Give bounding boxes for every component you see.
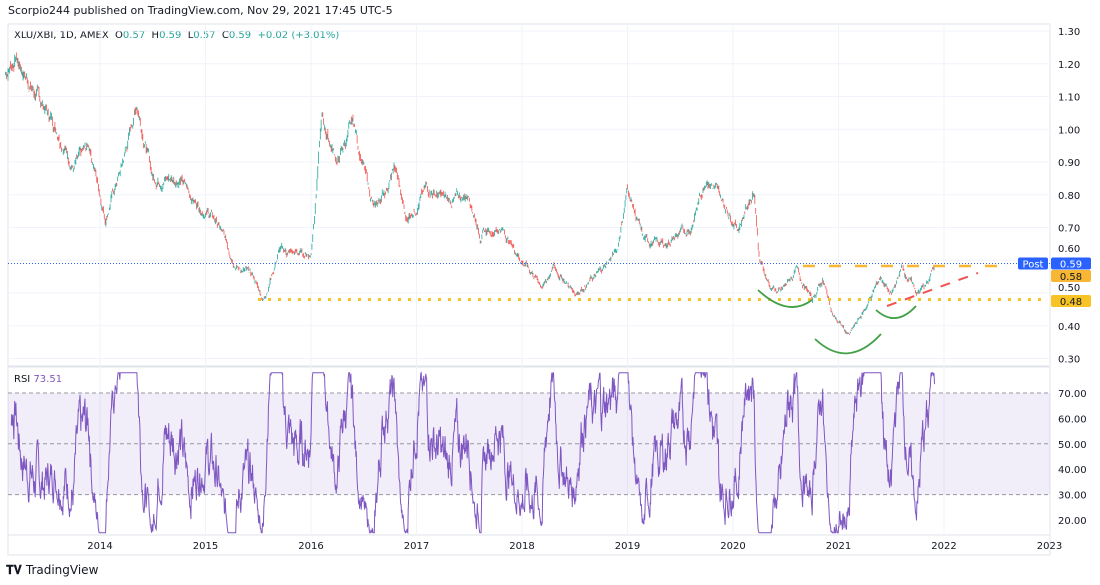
- last-price-label: 0.59: [1060, 260, 1082, 271]
- rsi-tick: 20.00: [1058, 516, 1087, 527]
- tv-icon: 𝐓𝐕: [6, 563, 26, 577]
- support-price-label-bg: [1051, 295, 1091, 307]
- price-tick: 0.90: [1058, 158, 1080, 169]
- symbol-legend: XLU/XBI, 1D, AMEX O0.57 H0.59 L0.57 C0.5…: [14, 30, 339, 41]
- symbol[interactable]: XLU/XBI, 1D, AMEX: [14, 30, 109, 41]
- low-value: 0.57: [193, 30, 216, 41]
- support-price-label: 0.48: [1060, 297, 1082, 308]
- open-label: O: [115, 30, 123, 41]
- resistance-price-label-bg: [1051, 270, 1091, 282]
- open-value: 0.57: [122, 30, 146, 41]
- price-tick: 0.60: [1058, 244, 1080, 255]
- time-tick: 2015: [193, 541, 218, 552]
- time-tick: 2018: [509, 541, 534, 552]
- rsi-tick: 70.00: [1058, 389, 1087, 400]
- close-value: 0.59: [228, 30, 252, 41]
- rsi-tick: 60.00: [1058, 414, 1087, 425]
- low-label: L: [187, 30, 194, 41]
- price-tick: 0.50: [1058, 283, 1080, 294]
- rsi-tick: 30.00: [1058, 491, 1087, 502]
- rsi-line: [10, 371, 935, 535]
- rsi-tick: 40.00: [1058, 465, 1087, 476]
- time-tick: 2016: [298, 541, 323, 552]
- brand-name: TradingView: [25, 563, 99, 577]
- high-label: H: [151, 30, 160, 41]
- time-tick: 2019: [615, 541, 640, 552]
- right-shoulder-arc: [875, 305, 917, 319]
- rsi-legend: RSI 73.51: [14, 374, 62, 385]
- post-tag-bg: [1018, 257, 1048, 270]
- price-tick: 0.30: [1058, 355, 1080, 366]
- time-tick: 2022: [931, 541, 956, 552]
- time-tick: 2023: [1037, 541, 1062, 552]
- price-tick: 0.40: [1058, 322, 1080, 333]
- trend-line: [886, 272, 979, 307]
- time-tick: 2017: [404, 541, 429, 552]
- rsi-label: RSI: [14, 374, 31, 385]
- publisher-header: Scorpio244 published on TradingView.com,…: [8, 4, 393, 17]
- price-tick: 0.70: [1058, 224, 1080, 235]
- rsi-tick: 50.00: [1058, 440, 1087, 451]
- time-tick: 2020: [720, 541, 745, 552]
- close-label: C: [221, 30, 229, 41]
- price-tick: 1.10: [1058, 93, 1080, 104]
- resistance-price-label: 0.58: [1060, 272, 1082, 283]
- high-value: 0.59: [159, 30, 182, 41]
- time-tick: 2021: [826, 541, 851, 552]
- head-arc: [814, 333, 882, 355]
- rsi-value: 73.51: [33, 374, 63, 385]
- last-price-label-bg: [1051, 257, 1091, 270]
- price-tick: 1.20: [1058, 60, 1080, 71]
- price-tick: 0.80: [1058, 191, 1080, 202]
- price-tick: 1.00: [1058, 125, 1080, 136]
- price-tick: 1.30: [1058, 27, 1080, 38]
- time-tick: 2014: [87, 541, 112, 552]
- left-shoulder-arc: [757, 289, 813, 308]
- post-tag: Post: [1023, 260, 1044, 271]
- change-value: +0.02 (+3.01%): [257, 30, 340, 41]
- tradingview-logo: 𝐓𝐕 TradingView: [6, 563, 98, 578]
